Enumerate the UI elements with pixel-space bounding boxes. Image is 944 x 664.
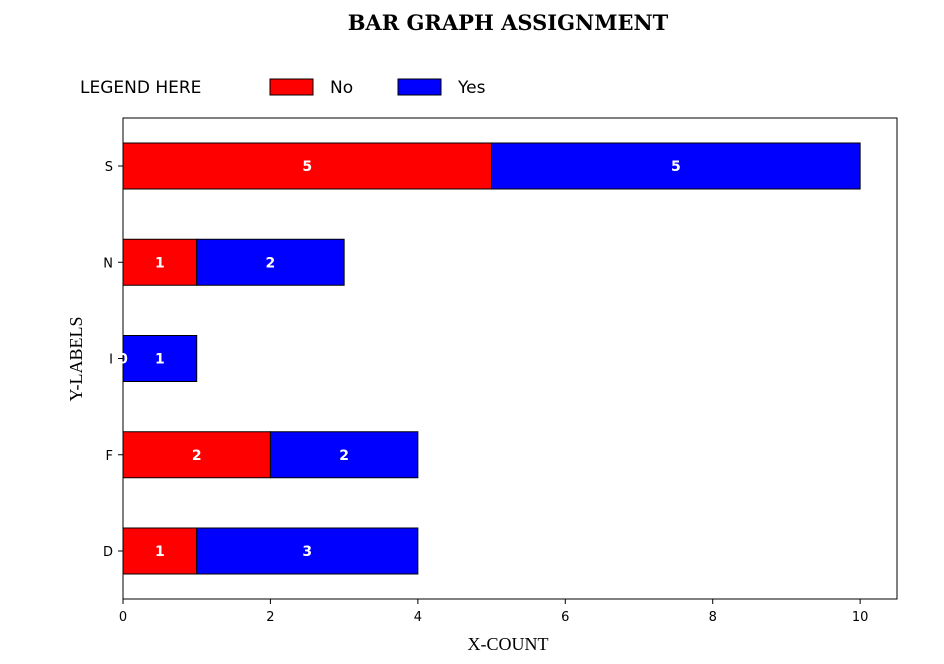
x-tick-label: 4: [414, 610, 422, 625]
plot-area: [122, 117, 898, 600]
x-tick-label: 0: [119, 610, 127, 625]
bar-no-f: [122, 431, 271, 479]
y-axis-title: Y-LABELS: [66, 317, 86, 402]
legend-label-no: No: [330, 78, 353, 98]
y-tick-label: D: [103, 545, 113, 560]
x-tick-label: 10: [852, 610, 869, 625]
bar-yes-n: [196, 238, 345, 286]
x-tick-label: 2: [266, 610, 274, 625]
bar-label-yes-s: 5: [671, 159, 681, 175]
bar-yes-i: [122, 335, 198, 382]
chart-title: BAR GRAPH ASSIGNMENT: [348, 10, 669, 35]
legend-swatch-yes: [397, 78, 442, 96]
legend-label-yes: Yes: [457, 78, 486, 98]
bar-yes-s: [491, 142, 861, 190]
bar-label-no-f: 2: [192, 448, 202, 464]
bar-label-yes-d: 3: [302, 544, 312, 560]
legend-title: LEGEND HERE: [80, 78, 201, 98]
bar-yes-d: [196, 527, 419, 575]
bar-label-no-i: 0: [118, 352, 128, 368]
bar-label-no-n: 1: [155, 255, 165, 271]
y-tick-label: S: [105, 160, 113, 175]
y-tick-label: I: [109, 353, 113, 368]
y-tick-label: F: [106, 449, 113, 464]
x-axis-title: X-COUNT: [468, 634, 549, 654]
x-tick-label: 6: [561, 610, 569, 625]
legend-swatch-no: [269, 78, 314, 96]
bar-no-d: [122, 527, 198, 575]
legend: LEGEND HERE No Yes: [80, 78, 486, 98]
x-tick-label: 8: [709, 610, 717, 625]
y-tick-label: N: [103, 256, 113, 271]
bar-label-yes-i: 1: [155, 352, 165, 368]
bar-label-no-d: 1: [155, 544, 165, 560]
bar-label-no-s: 5: [302, 159, 312, 175]
y-axis: D F I N S: [103, 160, 123, 560]
bars-group: [122, 142, 861, 575]
bar-labels-group: 1 3 2 2 0 1 1 2 5 5: [118, 159, 681, 560]
bar-yes-f: [269, 431, 419, 479]
bar-label-yes-f: 2: [339, 448, 349, 464]
bar-label-yes-n: 2: [266, 255, 276, 271]
x-axis: 0 2 4 6 8 10: [119, 599, 869, 625]
